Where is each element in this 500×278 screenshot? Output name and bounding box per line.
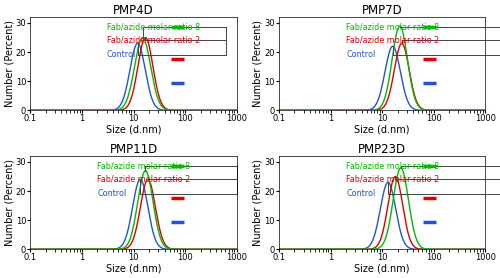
Y-axis label: Number (Percent): Number (Percent) <box>253 159 263 246</box>
Y-axis label: Number (Percent): Number (Percent) <box>4 20 14 107</box>
Text: Control: Control <box>346 51 376 59</box>
Text: Fab/azide molar ratio 8: Fab/azide molar ratio 8 <box>98 162 190 171</box>
Title: PMP7D: PMP7D <box>362 4 403 17</box>
Title: PMP23D: PMP23D <box>358 143 406 156</box>
Y-axis label: Number (Percent): Number (Percent) <box>253 20 263 107</box>
Title: PMP4D: PMP4D <box>113 4 154 17</box>
X-axis label: Size (d.nm): Size (d.nm) <box>354 264 410 274</box>
Text: Fab/azide molar ratio 2: Fab/azide molar ratio 2 <box>346 36 440 45</box>
X-axis label: Size (d.nm): Size (d.nm) <box>354 125 410 135</box>
Text: Fab/azide molar ratio 2: Fab/azide molar ratio 2 <box>106 36 200 45</box>
Text: Fab/azide molar ratio 8: Fab/azide molar ratio 8 <box>106 23 200 32</box>
Text: Fab/azide molar ratio 2: Fab/azide molar ratio 2 <box>346 175 440 184</box>
Text: Fab/azide molar ratio 8: Fab/azide molar ratio 8 <box>346 162 439 171</box>
X-axis label: Size (d.nm): Size (d.nm) <box>106 264 162 274</box>
Text: Control: Control <box>98 190 126 198</box>
Text: Fab/azide molar ratio 2: Fab/azide molar ratio 2 <box>98 175 190 184</box>
Text: Control: Control <box>346 190 376 198</box>
X-axis label: Size (d.nm): Size (d.nm) <box>106 125 162 135</box>
Text: Fab/azide molar ratio 8: Fab/azide molar ratio 8 <box>346 23 439 32</box>
Text: Control: Control <box>106 51 136 59</box>
Title: PMP11D: PMP11D <box>110 143 158 156</box>
Y-axis label: Number (Percent): Number (Percent) <box>4 159 14 246</box>
